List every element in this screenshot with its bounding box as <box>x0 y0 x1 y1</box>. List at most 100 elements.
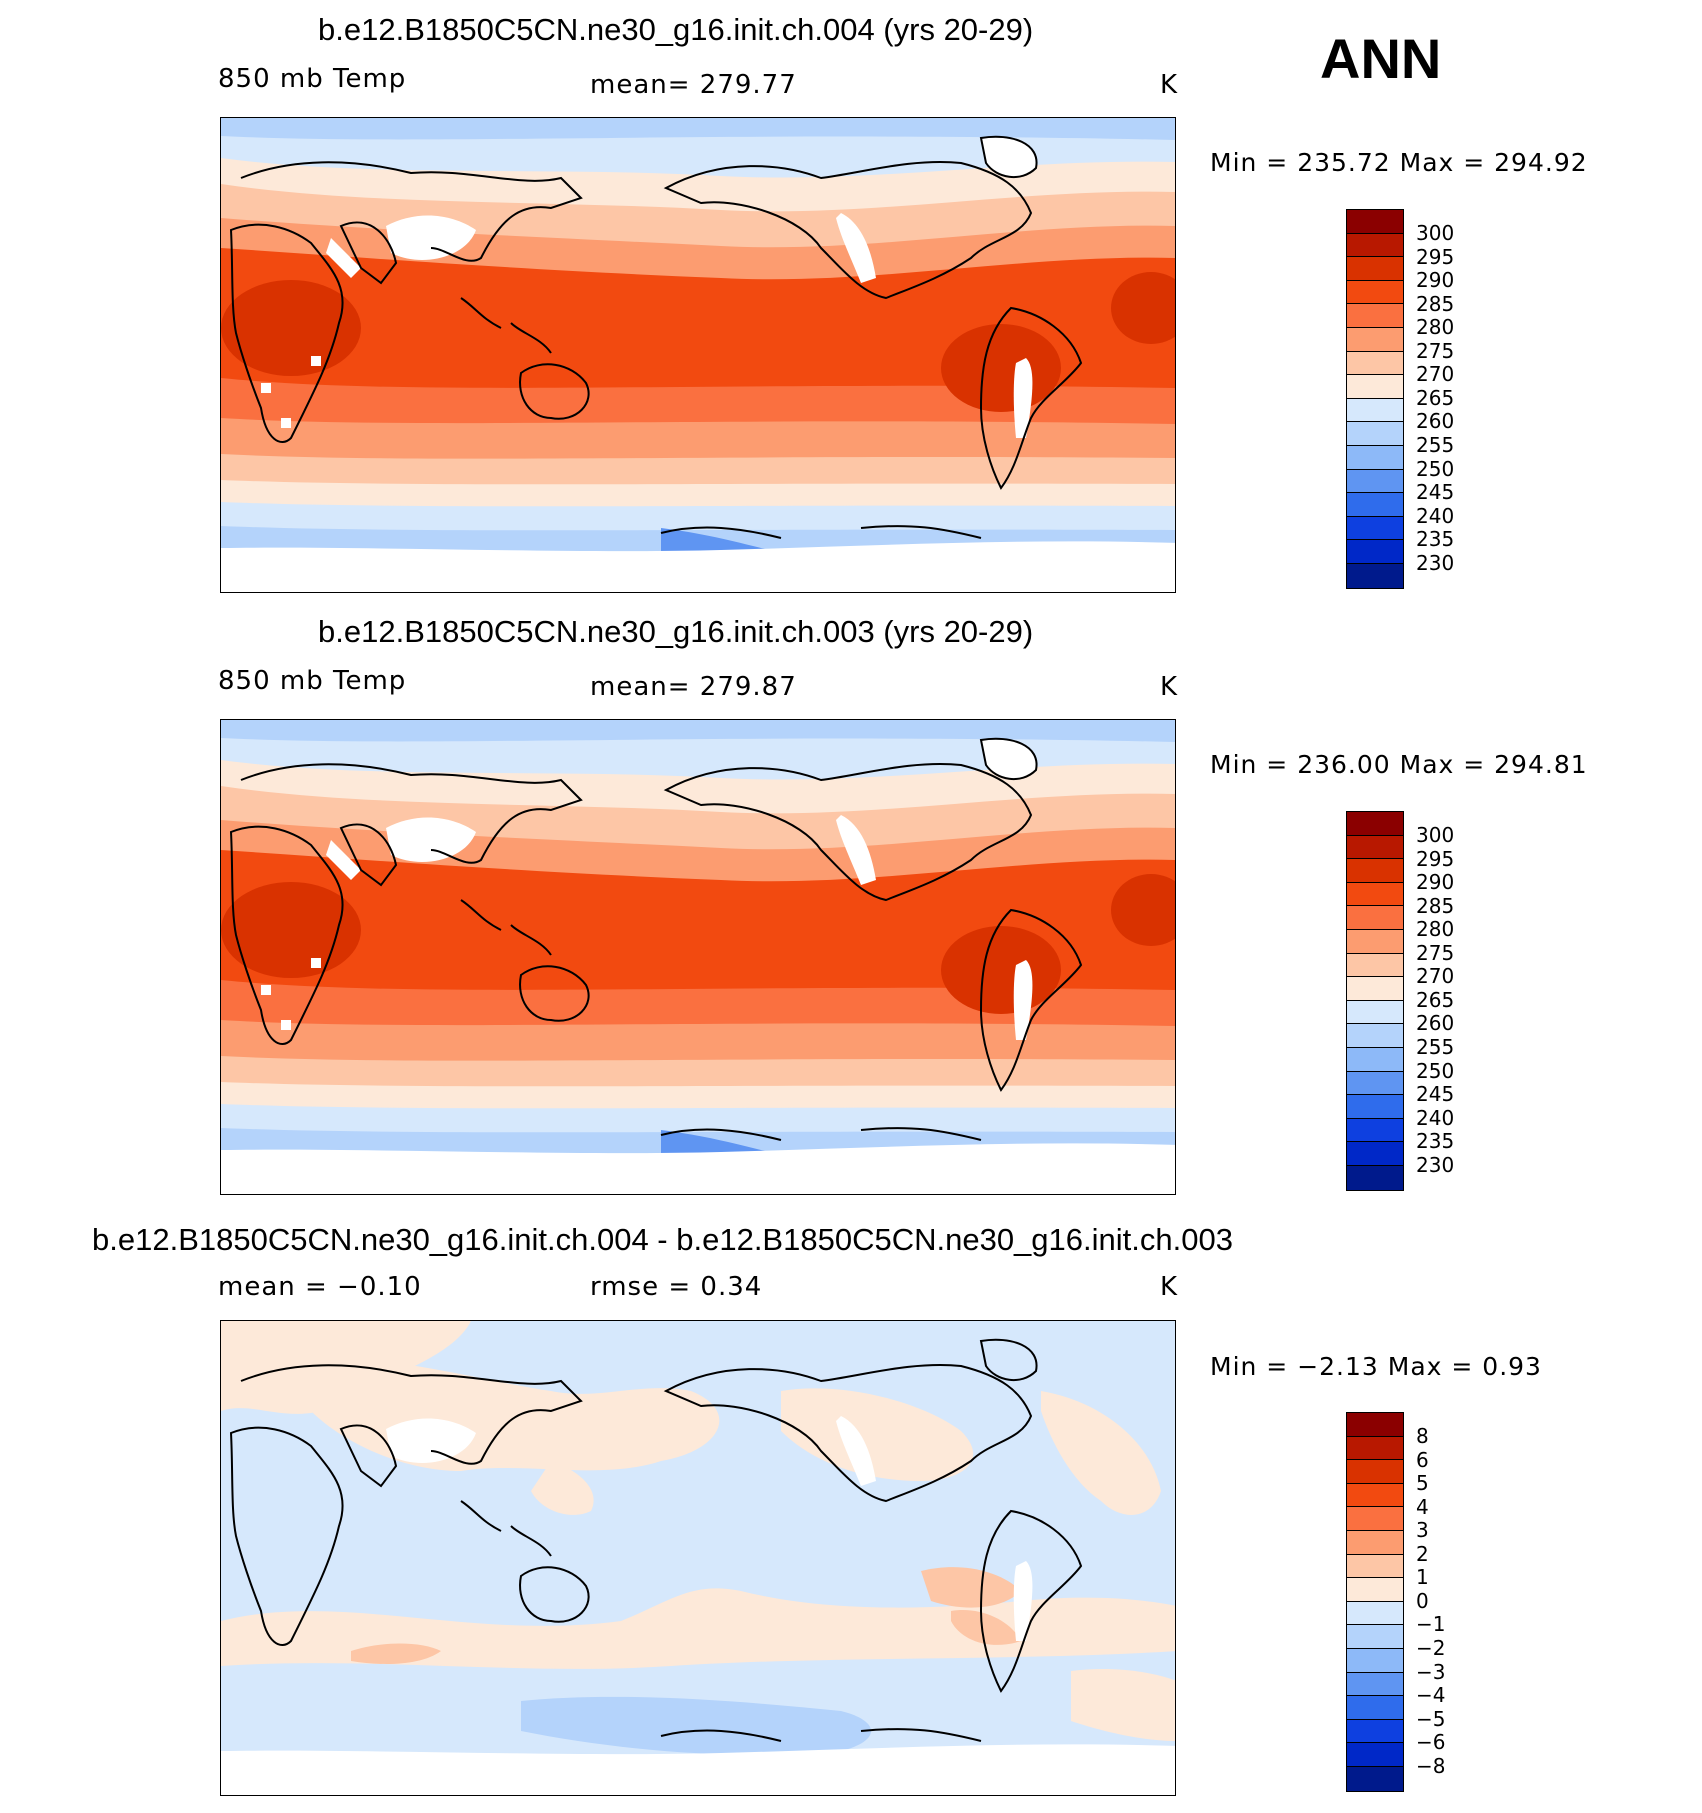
panel-2-colorbar <box>1346 811 1404 1191</box>
colorbar-label: 8 <box>1416 1424 1429 1448</box>
panel-1-title: b.e12.B1850C5CN.ne30_g16.init.ch.004 (yr… <box>318 12 1034 47</box>
colorbar-swatch <box>1347 1507 1403 1531</box>
panel-2-map <box>220 719 1176 1195</box>
panel-2-title: b.e12.B1850C5CN.ne30_g16.init.ch.003 (yr… <box>318 614 1034 649</box>
colorbar-label: 235 <box>1416 1129 1455 1153</box>
colorbar-label: 275 <box>1416 941 1455 965</box>
colorbar-swatch <box>1347 1766 1403 1791</box>
colorbar-label: −4 <box>1416 1683 1446 1707</box>
colorbar-label: 2 <box>1416 1542 1429 1566</box>
colorbar-label: 290 <box>1416 268 1455 292</box>
colorbar-swatch <box>1347 1095 1403 1119</box>
colorbar-swatch <box>1347 1142 1403 1166</box>
colorbar-label: 255 <box>1416 433 1455 457</box>
panel-2-minmax: Min = 236.00 Max = 294.81 <box>1210 750 1588 779</box>
panel-3-mean: mean = −0.10 <box>218 1272 422 1302</box>
colorbar-label: 260 <box>1416 1011 1455 1035</box>
colorbar-label: 255 <box>1416 1035 1455 1059</box>
colorbar-swatch <box>1347 563 1403 588</box>
colorbar-label: 300 <box>1416 221 1455 245</box>
panel-3-map <box>220 1320 1176 1796</box>
colorbar-swatch <box>1347 422 1403 446</box>
panel-3-units: K <box>1160 1272 1179 1302</box>
colorbar-label: 275 <box>1416 339 1455 363</box>
season-label: ANN <box>1320 27 1442 90</box>
colorbar-label: 240 <box>1416 504 1455 528</box>
colorbar-label: 3 <box>1416 1518 1429 1542</box>
panel-1-units: K <box>1160 70 1179 100</box>
colorbar-swatch <box>1347 516 1403 541</box>
colorbar-label: −5 <box>1416 1707 1446 1731</box>
colorbar-label: 6 <box>1416 1448 1429 1472</box>
colorbar-swatch <box>1347 1436 1403 1461</box>
panel-1-field <box>221 118 1175 592</box>
panel-1-map <box>220 117 1176 593</box>
colorbar-swatch <box>1347 351 1403 376</box>
colorbar-label: 270 <box>1416 964 1455 988</box>
panel-3-colorbar <box>1346 1412 1404 1792</box>
colorbar-swatch <box>1347 233 1403 258</box>
colorbar-swatch <box>1347 929 1403 954</box>
colorbar-label: 295 <box>1416 245 1455 269</box>
colorbar-label: 0 <box>1416 1589 1429 1613</box>
colorbar-label: 245 <box>1416 1082 1455 1106</box>
panel-1-colorbar <box>1346 209 1404 589</box>
colorbar-label: 250 <box>1416 1059 1455 1083</box>
colorbar-label: 230 <box>1416 1153 1455 1177</box>
colorbar-swatch <box>1347 1071 1403 1096</box>
panel-3-title: b.e12.B1850C5CN.ne30_g16.init.ch.004 - b… <box>92 1222 1233 1257</box>
colorbar-label: −2 <box>1416 1636 1446 1660</box>
colorbar-swatch <box>1347 1460 1403 1484</box>
colorbar-swatch <box>1347 1118 1403 1143</box>
colorbar-swatch <box>1347 398 1403 423</box>
colorbar-label: 250 <box>1416 457 1455 481</box>
colorbar-swatch <box>1347 812 1403 836</box>
colorbar-label: 1 <box>1416 1565 1429 1589</box>
colorbar-swatch <box>1347 977 1403 1001</box>
colorbar-swatch <box>1347 1625 1403 1649</box>
panel-2-units: K <box>1160 672 1179 702</box>
colorbar-label: 240 <box>1416 1106 1455 1130</box>
colorbar-label: 265 <box>1416 988 1455 1012</box>
colorbar-label: 300 <box>1416 823 1455 847</box>
colorbar-swatch <box>1347 1047 1403 1072</box>
colorbar-swatch <box>1347 882 1403 907</box>
colorbar-label: 235 <box>1416 527 1455 551</box>
colorbar-swatch <box>1347 257 1403 281</box>
colorbar-label: 230 <box>1416 551 1455 575</box>
colorbar-label: 270 <box>1416 362 1455 386</box>
colorbar-swatch <box>1347 906 1403 930</box>
colorbar-swatch <box>1347 1000 1403 1025</box>
colorbar-swatch <box>1347 327 1403 352</box>
panel-2-variable: 850 mb Temp <box>218 666 407 696</box>
colorbar-label: −1 <box>1416 1612 1446 1636</box>
colorbar-swatch <box>1347 859 1403 883</box>
colorbar-swatch <box>1347 1554 1403 1579</box>
colorbar-label: 280 <box>1416 315 1455 339</box>
colorbar-label: −6 <box>1416 1730 1446 1754</box>
panel-3-minmax: Min = −2.13 Max = 0.93 <box>1210 1352 1542 1381</box>
panel-2-field <box>221 720 1175 1194</box>
panel-1-variable: 850 mb Temp <box>218 64 407 94</box>
colorbar-swatch <box>1347 493 1403 517</box>
panel-3-rmse: rmse = 0.34 <box>590 1272 763 1302</box>
colorbar-label: 265 <box>1416 386 1455 410</box>
colorbar-swatch <box>1347 1648 1403 1673</box>
colorbar-swatch <box>1347 1601 1403 1626</box>
colorbar-swatch <box>1347 1719 1403 1744</box>
colorbar-label: 5 <box>1416 1471 1429 1495</box>
colorbar-swatch <box>1347 1483 1403 1508</box>
colorbar-swatch <box>1347 280 1403 305</box>
colorbar-label: 290 <box>1416 870 1455 894</box>
panel-1-minmax: Min = 235.72 Max = 294.92 <box>1210 148 1588 177</box>
panel-1-mean: mean= 279.77 <box>590 70 797 100</box>
colorbar-label: −8 <box>1416 1754 1446 1778</box>
colorbar-swatch <box>1347 1696 1403 1720</box>
colorbar-swatch <box>1347 1743 1403 1767</box>
colorbar-label: 280 <box>1416 917 1455 941</box>
colorbar-swatch <box>1347 953 1403 978</box>
colorbar-swatch <box>1347 210 1403 234</box>
colorbar-swatch <box>1347 304 1403 328</box>
colorbar-swatch <box>1347 540 1403 564</box>
colorbar-swatch <box>1347 1165 1403 1190</box>
